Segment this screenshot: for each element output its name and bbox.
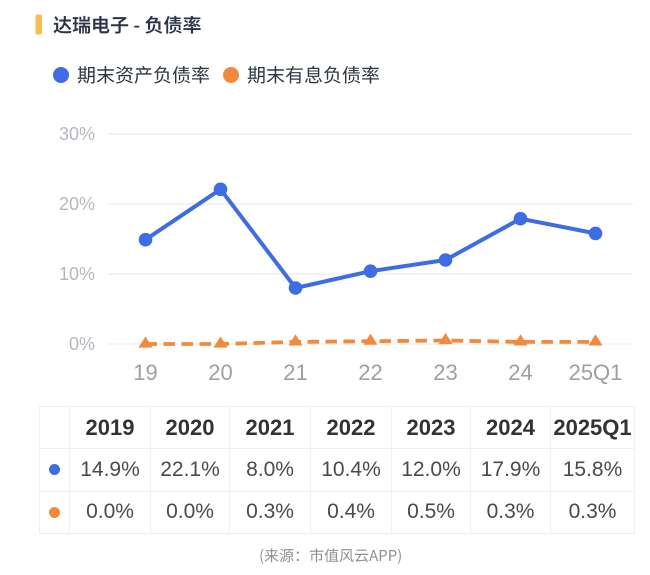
svg-text:30%: 30% — [59, 124, 95, 144]
svg-text:24: 24 — [508, 360, 532, 385]
svg-text:10%: 10% — [59, 264, 95, 284]
svg-text:20%: 20% — [59, 194, 95, 214]
svg-text:23: 23 — [433, 360, 457, 385]
svg-text:22: 22 — [358, 360, 382, 385]
svg-text:0%: 0% — [69, 334, 95, 354]
svg-text:21: 21 — [283, 360, 307, 385]
svg-text:19: 19 — [133, 360, 157, 385]
svg-text:25Q1: 25Q1 — [569, 360, 623, 385]
svg-text:20: 20 — [208, 360, 232, 385]
